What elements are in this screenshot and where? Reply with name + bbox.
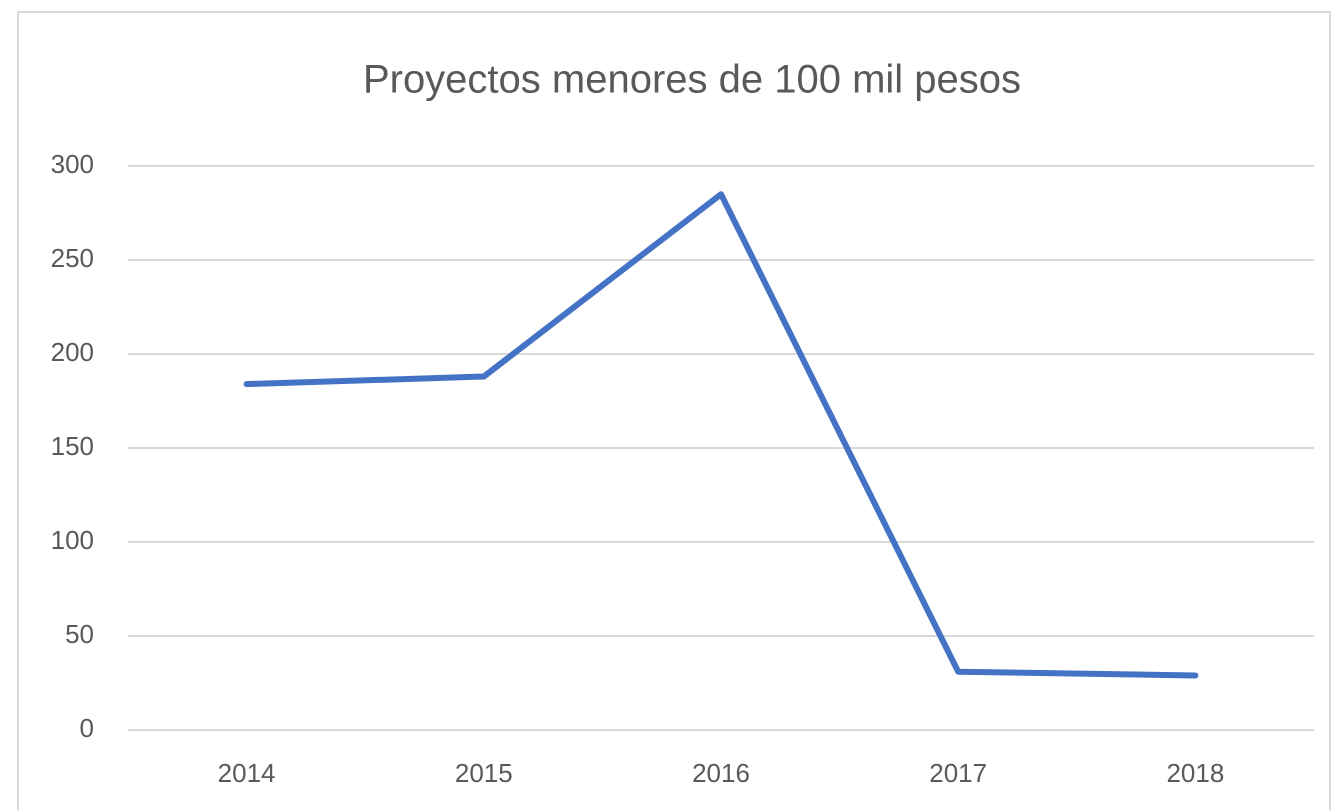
chart-frame: [17, 11, 1331, 810]
data-line: [243, 191, 1199, 679]
x-tick-label: 2016: [692, 758, 750, 788]
y-tick-label: 250: [51, 243, 94, 273]
y-tick-label: 50: [65, 619, 94, 649]
y-tick-label: 100: [51, 525, 94, 555]
x-tick-label: 2014: [218, 758, 276, 788]
y-tick-label: 150: [51, 431, 94, 461]
y-tick-label: 0: [80, 713, 94, 743]
y-tick-label: 200: [51, 337, 94, 367]
x-tick-label: 2015: [455, 758, 513, 788]
x-tick-label: 2017: [929, 758, 987, 788]
y-tick-label: 300: [51, 149, 94, 179]
chart-title: Proyectos menores de 100 mil pesos: [363, 58, 1021, 102]
x-tick-label: 2018: [1166, 758, 1224, 788]
